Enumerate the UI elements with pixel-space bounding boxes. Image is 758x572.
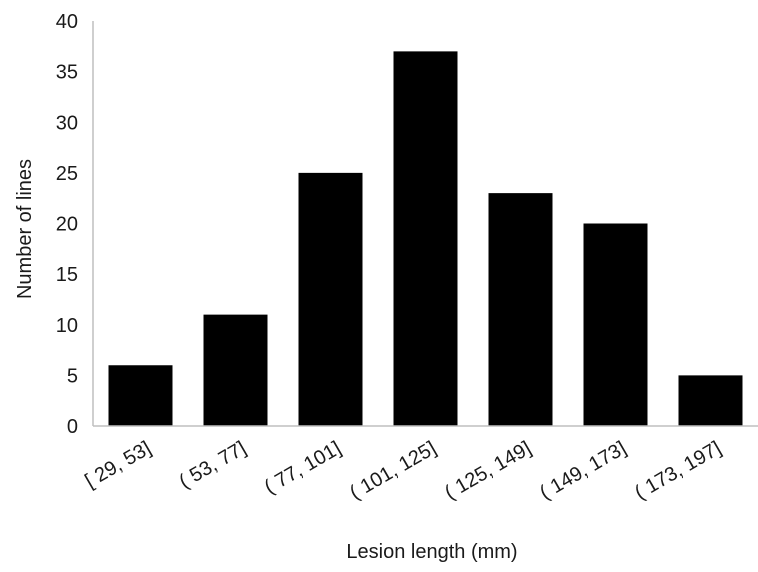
x-tick-label: ( 173, 197] (631, 437, 725, 504)
bar (583, 223, 648, 426)
bar (203, 314, 268, 426)
bars-group (108, 51, 743, 426)
x-axis-title: Lesion length (mm) (346, 541, 517, 563)
x-tick-label: [ 29, 53] (81, 437, 155, 492)
bar (108, 365, 173, 426)
bar (393, 51, 458, 426)
x-tick-label: ( 125, 149] (441, 437, 535, 504)
y-tick-label: 0 (67, 416, 78, 438)
x-tick-label: ( 77, 101] (261, 437, 345, 498)
y-tick-label: 5 (67, 365, 78, 387)
x-tick-label: ( 53, 77] (175, 437, 250, 493)
y-tick-label: 35 (56, 62, 78, 84)
bar (298, 172, 363, 426)
y-tick-label: 25 (56, 163, 78, 185)
bar (488, 193, 553, 426)
x-tick-labels: [ 29, 53]( 53, 77]( 77, 101]( 101, 125](… (81, 437, 725, 504)
y-tick-label: 15 (56, 264, 78, 286)
y-tick-label: 20 (56, 214, 78, 236)
y-tick-label: 30 (56, 112, 78, 134)
y-axis-title: Number of lines (14, 159, 36, 299)
bar (678, 375, 743, 426)
x-tick-label: ( 101, 125] (346, 437, 440, 504)
y-tick-labels: 0 5 10 15 20 25 30 35 40 (56, 11, 78, 438)
y-tick-label: 10 (56, 315, 78, 337)
y-tick-label: 40 (56, 11, 78, 33)
x-tick-label: ( 149, 173] (536, 437, 630, 504)
